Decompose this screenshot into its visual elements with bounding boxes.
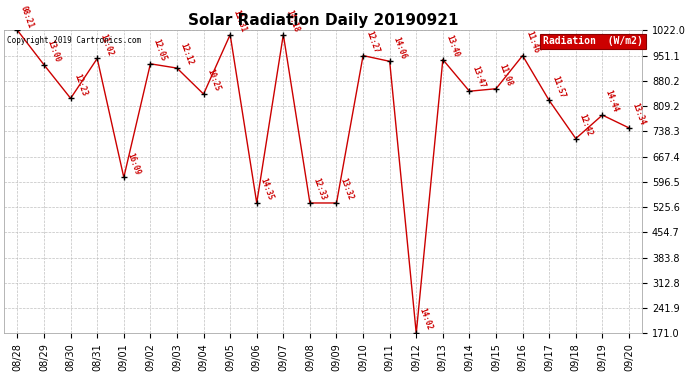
Text: 11:02: 11:02 [99, 32, 115, 57]
Text: 11:57: 11:57 [551, 74, 567, 99]
Text: 10:25: 10:25 [205, 68, 221, 93]
Text: 13:32: 13:32 [338, 177, 354, 202]
Text: 12:23: 12:23 [72, 72, 88, 97]
Text: 14:02: 14:02 [417, 307, 434, 332]
Text: 12:42: 12:42 [577, 112, 593, 137]
Text: 12:33: 12:33 [311, 177, 328, 202]
Text: Copyright 2019 Cartronics.com: Copyright 2019 Cartronics.com [8, 36, 141, 45]
Text: 08:21: 08:21 [19, 4, 35, 29]
Text: 12:27: 12:27 [364, 29, 381, 54]
Text: 14:06: 14:06 [391, 35, 407, 60]
Text: 11:31: 11:31 [232, 8, 248, 33]
Text: 16:09: 16:09 [125, 151, 141, 176]
Text: 13:00: 13:00 [46, 39, 62, 63]
Text: 11:46: 11:46 [524, 29, 540, 54]
Text: Radiation  (W/m2): Radiation (W/m2) [543, 36, 643, 46]
Title: Solar Radiation Daily 20190921: Solar Radiation Daily 20190921 [188, 13, 458, 28]
Text: 11:08: 11:08 [497, 63, 514, 87]
Text: 14:44: 14:44 [604, 89, 620, 114]
Text: 12:05: 12:05 [152, 38, 168, 62]
Text: 13:47: 13:47 [471, 65, 487, 90]
Text: 14:18: 14:18 [285, 8, 301, 33]
Text: 12:12: 12:12 [179, 42, 195, 67]
Text: 13:34: 13:34 [631, 102, 647, 126]
Text: 13:40: 13:40 [444, 33, 461, 58]
Text: 14:35: 14:35 [258, 177, 275, 202]
